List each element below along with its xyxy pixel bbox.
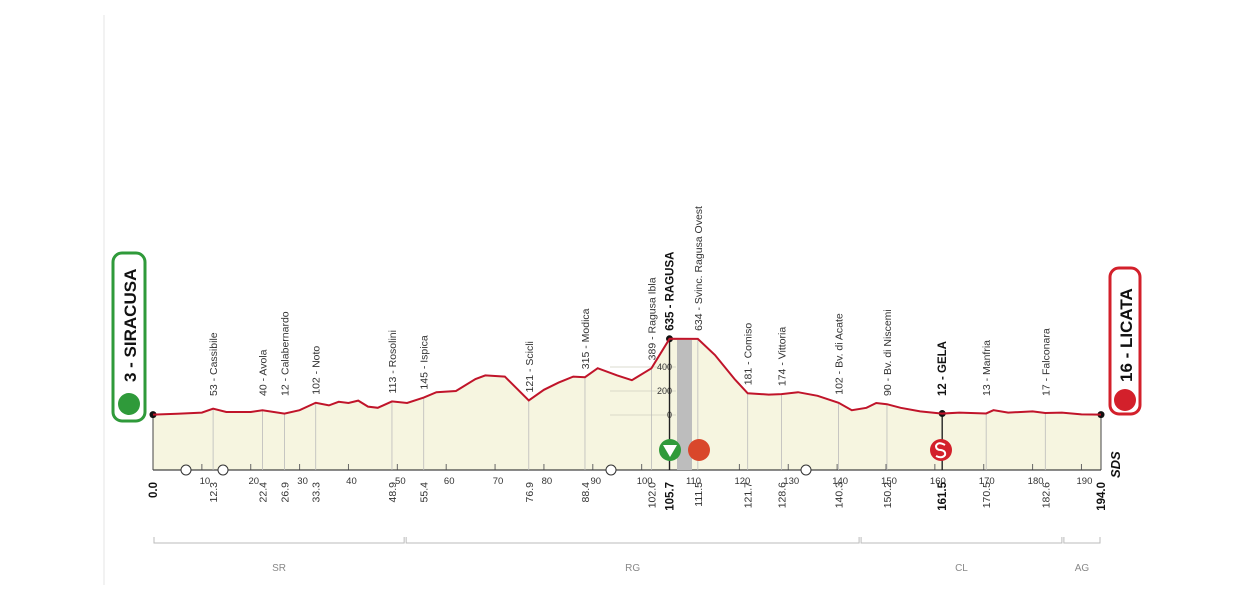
waypoint-label: 389 - Ragusa Ibla [646, 277, 658, 360]
waypoint-label: 90 - Bv. di Niscemi [882, 309, 894, 396]
km-label: 12.3 [208, 482, 220, 503]
province-label: SR [272, 563, 286, 574]
waypoint-label: 102 - Noto [311, 346, 323, 395]
km-label: 76.9 [524, 482, 536, 503]
km-label: 121.7 [743, 482, 755, 508]
profile-line [152, 337, 1102, 416]
km-label: 170.5 [981, 482, 993, 508]
km-label: 105.7 [665, 482, 677, 511]
province-label: AG [1075, 563, 1090, 574]
waypoint-label: 315 - Modica [580, 308, 592, 369]
level-crossing [800, 464, 812, 476]
km-label: 182.6 [1040, 482, 1052, 508]
profile-area [153, 338, 1101, 470]
x-tick-label: 60 [444, 476, 455, 487]
km-label: 0.0 [148, 482, 160, 498]
feed-zone-arrow [663, 445, 677, 457]
waypoint-label: 635 - RAGUSA [665, 252, 677, 331]
logo: SDS [1108, 451, 1123, 478]
x-tick-label: 50 [395, 476, 406, 487]
waypoint-label: 634 - Svinc. Ragusa Ovest [693, 206, 705, 331]
start-name: 3 - SIRACUSA [121, 269, 140, 382]
x-tick-label: 180 [1028, 476, 1044, 487]
finish-icon [1114, 389, 1136, 411]
waypoint-label: 12 - Calabernardo [279, 311, 291, 396]
waypoint-label: 12 - GELA [937, 341, 949, 396]
start-icon [118, 393, 140, 415]
waypoint-label: 174 - Vittoria [776, 327, 788, 386]
km-banner-icon [688, 439, 710, 461]
x-tick-label: 40 [346, 476, 357, 487]
km-label: 194.0 [1096, 482, 1108, 511]
level-crossing [217, 464, 229, 476]
province-bracket [153, 537, 405, 544]
finish-sign [1108, 266, 1142, 416]
km-label: 26.9 [279, 482, 291, 503]
km-label: 22.4 [257, 482, 269, 503]
x-tick-label: 150 [881, 476, 897, 487]
x-tick-label: 90 [591, 476, 602, 487]
level-crossing [605, 464, 617, 476]
start-sign [111, 251, 147, 423]
waypoint-label: 121 - Scicli [524, 341, 536, 392]
km-label: 55.4 [419, 482, 431, 503]
waypoint-label: 145 - Ispica [419, 335, 431, 389]
waypoint-label: 102 - Bv. di Acate [834, 313, 846, 395]
km-label: 128.6 [776, 482, 788, 508]
km-label: 88.4 [580, 482, 592, 503]
waypoint-label: 53 - Cassibile [208, 332, 220, 396]
province-bracket [405, 537, 860, 544]
x-tick-label: 190 [1077, 476, 1093, 487]
waypoint-label: 181 - Comiso [743, 323, 755, 386]
province-label: RG [625, 563, 640, 574]
x-tick-label: 110 [686, 476, 701, 487]
x-tick-label: 70 [493, 476, 504, 487]
province-bracket [1063, 537, 1101, 544]
x-tick-label: 20 [248, 476, 259, 487]
x-tick-label: 30 [297, 476, 308, 487]
province-label: CL [955, 563, 968, 574]
x-tick-label: 130 [783, 476, 799, 487]
waypoint-label: 113 - Rosolini [387, 330, 399, 393]
x-tick-label: 100 [637, 476, 653, 487]
km-label: 111.5 [693, 482, 705, 507]
km-label: 102.0 [646, 482, 658, 508]
x-tick-label: 170 [979, 476, 995, 487]
y-tick-label: 200 [657, 386, 672, 396]
waypoint-label: 40 - Avola [257, 349, 269, 396]
km-label: 33.3 [311, 482, 323, 503]
province-bracket [860, 537, 1063, 544]
waypoint-label: 17 - Falconara [1040, 328, 1052, 396]
waypoint-label: 13 - Manfria [981, 340, 993, 396]
km-label: 161.5 [937, 481, 949, 510]
finish-name: 16 - LICATA [1117, 288, 1136, 382]
x-tick-label: 140 [832, 476, 848, 487]
km-label: 150.2 [882, 482, 894, 508]
x-tick-label: 80 [542, 476, 553, 487]
sprint-letter [934, 442, 947, 459]
x-tick-label: 160 [930, 476, 946, 487]
x-tick-label: 10 [200, 476, 211, 487]
level-crossing [180, 464, 192, 476]
climb-band [677, 340, 692, 470]
km-label: 140.3 [834, 482, 846, 508]
km-label: 48.9 [387, 482, 399, 503]
x-tick-label: 120 [734, 476, 750, 487]
y-tick-label: 400 [657, 362, 672, 372]
